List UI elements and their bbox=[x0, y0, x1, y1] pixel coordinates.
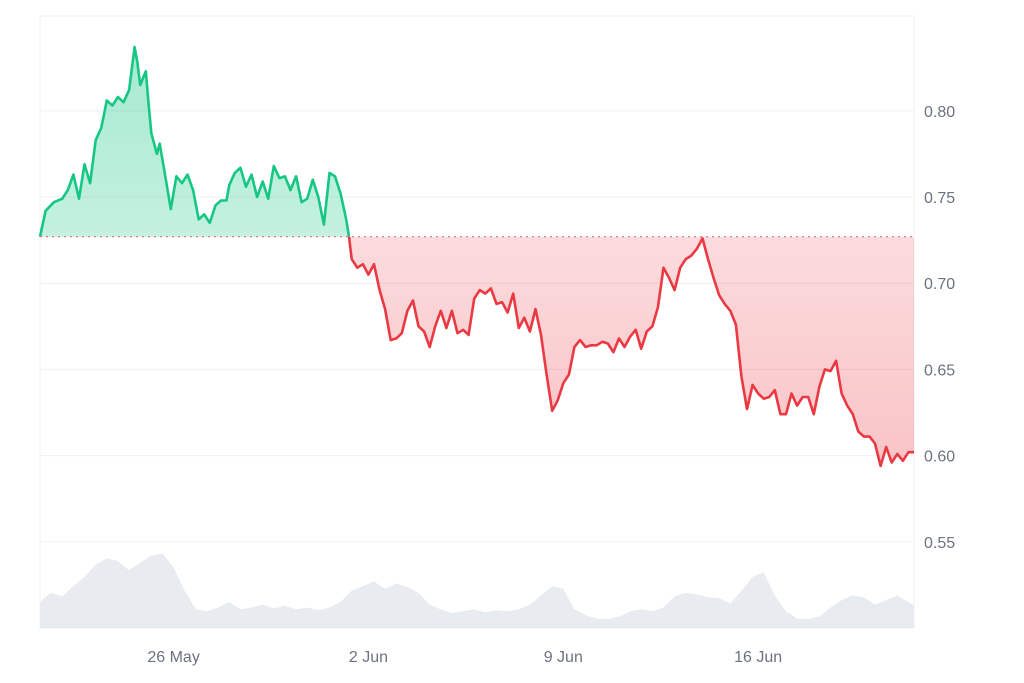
y-axis: 0.80 0.75 0.70 0.65 0.60 0.55 bbox=[924, 104, 955, 552]
x-tick-label: 16 Jun bbox=[734, 649, 782, 666]
y-tick-label: 0.70 bbox=[924, 276, 955, 293]
x-axis: 26 May 2 Jun 9 Jun 16 Jun bbox=[147, 649, 782, 666]
volume-area bbox=[40, 553, 914, 628]
price-line-above-baseline bbox=[38, 45, 351, 237]
price-area-above-baseline bbox=[40, 47, 349, 237]
y-tick-label: 0.80 bbox=[924, 104, 955, 121]
y-tick-label: 0.75 bbox=[924, 190, 955, 207]
y-tick-label: 0.55 bbox=[924, 535, 955, 552]
x-tick-label: 26 May bbox=[147, 649, 199, 666]
x-tick-label: 9 Jun bbox=[544, 649, 583, 666]
price-line-below-baseline bbox=[39, 236, 914, 468]
y-tick-label: 0.65 bbox=[924, 362, 955, 379]
x-tick-label: 2 Jun bbox=[349, 649, 388, 666]
price-area-below-baseline bbox=[40, 236, 914, 466]
y-tick-label: 0.60 bbox=[924, 449, 955, 466]
